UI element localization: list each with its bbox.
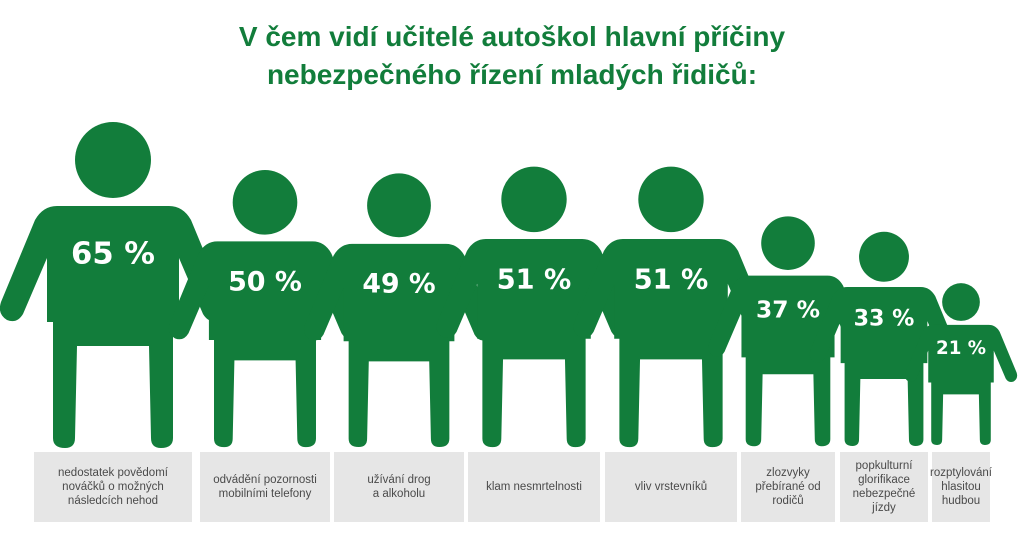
value-label-6: 37 % <box>756 295 820 323</box>
person-body <box>573 238 769 448</box>
category-label-zlozvyky: zlozvyky přebírané od rodičů <box>741 452 835 522</box>
category-label-line: a alkoholu <box>372 488 426 500</box>
person-head <box>761 216 815 270</box>
person-body <box>904 324 1018 445</box>
value-label-3: 49 % <box>362 269 435 300</box>
category-label-text: odvádění pozornosti mobilními telefony <box>213 473 317 501</box>
value-label-4: 51 % <box>497 265 572 296</box>
person-figure-2 <box>168 170 362 448</box>
value-label-7: 33 % <box>854 306 915 332</box>
person-body <box>436 238 632 448</box>
category-label-nedostatek-povedomi: nedostatek povědomí nováčků o možných násl… <box>34 452 192 522</box>
category-label-line: jízdy <box>872 502 896 514</box>
category-label-line: následcích nehod <box>67 495 159 507</box>
person-body <box>809 286 959 446</box>
value-label-2: 50 % <box>228 267 302 298</box>
category-label-line: nováčků o možných <box>62 481 164 493</box>
category-label-text: rozptylování hlasitou hudbou <box>930 466 992 508</box>
category-label-line: hudbou <box>941 495 981 507</box>
category-label-rozptylovani: rozptylování hlasitou hudbou <box>930 452 992 522</box>
person-body <box>304 243 494 448</box>
person-head <box>638 166 704 233</box>
person-figure-1 <box>0 122 227 448</box>
person-head <box>501 166 567 233</box>
category-label-line: hlasitou <box>941 481 981 493</box>
person-head <box>232 170 298 235</box>
category-label-line: rodičů <box>772 495 804 507</box>
category-label-text: užívání drog a alkoholu <box>367 473 430 501</box>
person-figure-3 <box>304 173 494 448</box>
category-label-line: glorifikace <box>858 474 910 486</box>
category-label-uzivani-drog: užívání drog a alkoholu <box>334 452 464 522</box>
category-label-odvadeni-pozornosti: odvádění pozornosti mobilními telefony <box>200 452 330 522</box>
person-head <box>75 122 151 198</box>
category-label-line: rozptylování <box>930 467 993 479</box>
category-label-popkulturni: popkulturní glorifikace nebezpečné jízdy <box>840 452 928 522</box>
person-head <box>367 173 431 238</box>
category-label-line: klam nesmrtelnosti <box>486 481 582 493</box>
category-label-line: vliv vrstevníků <box>634 481 708 493</box>
category-label-line: nedostatek povědomí <box>58 467 168 479</box>
category-label-line: popkulturní <box>855 460 913 472</box>
category-label-line: zlozvyky <box>766 467 810 479</box>
person-figure-8 <box>904 283 1018 445</box>
person-head <box>859 231 909 282</box>
person-figure-7 <box>809 231 959 446</box>
category-label-text: nedostatek povědomí nováčků o možných násl… <box>58 466 168 508</box>
category-label-line: odvádění pozornosti <box>213 474 317 486</box>
category-label-line: mobilními telefony <box>218 488 312 500</box>
chart-title-line-2: nebezpečného řízení mladých řidičů: <box>266 59 758 90</box>
value-label-8: 21 % <box>936 338 986 359</box>
category-label-vliv-vrstevniku: vliv vrstevníků <box>605 452 737 522</box>
category-label-text: vliv vrstevníků <box>635 480 707 494</box>
chart-title-line-1: V čem vidí učitelé autoškol hlavní příči… <box>238 21 786 52</box>
category-label-line: přebírané od <box>755 481 821 493</box>
person-body <box>168 241 362 448</box>
value-label-5: 51 % <box>634 265 709 296</box>
person-figure-5 <box>573 166 769 448</box>
person-body <box>0 206 227 448</box>
chart-title: V čem vidí učitelé autoškol hlavní příči… <box>0 18 1024 94</box>
category-label-line: užívání drog <box>367 474 431 486</box>
person-figure-4 <box>436 166 632 448</box>
category-label-line: nebezpečné <box>852 488 916 500</box>
person-head <box>942 283 980 321</box>
category-label-klam-nesmrtelnosti: klam nesmrtelnosti <box>468 452 600 522</box>
category-label-text: popkulturní glorifikace nebezpečné jízdy <box>853 459 916 515</box>
category-label-text: klam nesmrtelnosti <box>486 480 582 494</box>
value-label-1: 65 % <box>71 237 155 272</box>
category-label-text: zlozvyky přebírané od rodičů <box>755 466 820 508</box>
